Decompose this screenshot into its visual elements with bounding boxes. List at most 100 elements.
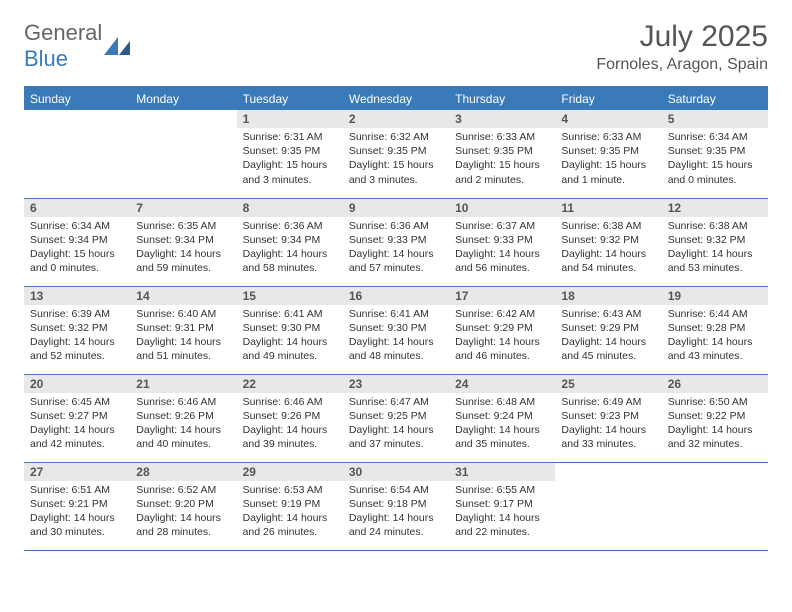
day-details: Sunrise: 6:53 AMSunset: 9:19 PMDaylight:… — [237, 481, 343, 544]
sunrise-value: 6:41 AM — [390, 308, 429, 320]
sunrise-label: Sunrise: — [561, 220, 600, 232]
sunrise-value: 6:33 AM — [497, 131, 536, 143]
day-details: Sunrise: 6:51 AMSunset: 9:21 PMDaylight:… — [24, 481, 130, 544]
daylight-label: Daylight: — [30, 336, 71, 348]
day-cell: 8Sunrise: 6:36 AMSunset: 9:34 PMDaylight… — [237, 198, 343, 286]
sunset-label: Sunset: — [668, 145, 704, 157]
day-cell: 16Sunrise: 6:41 AMSunset: 9:30 PMDayligh… — [343, 286, 449, 374]
sunset-value: 9:35 PM — [600, 145, 639, 157]
day-number: 15 — [237, 287, 343, 305]
day-cell: 12Sunrise: 6:38 AMSunset: 9:32 PMDayligh… — [662, 198, 768, 286]
day-details: Sunrise: 6:50 AMSunset: 9:22 PMDaylight:… — [662, 393, 768, 456]
daylight-label: Daylight: — [561, 424, 602, 436]
sunrise-value: 6:42 AM — [497, 308, 536, 320]
day-cell: 15Sunrise: 6:41 AMSunset: 9:30 PMDayligh… — [237, 286, 343, 374]
day-number: 21 — [130, 375, 236, 393]
day-details: Sunrise: 6:55 AMSunset: 9:17 PMDaylight:… — [449, 481, 555, 544]
daylight-label: Daylight: — [349, 159, 390, 171]
sunrise-value: 6:36 AM — [390, 220, 429, 232]
sunset-value: 9:33 PM — [494, 234, 533, 246]
sunset-label: Sunset: — [668, 410, 704, 422]
sunset-value: 9:34 PM — [281, 234, 320, 246]
sunset-value: 9:34 PM — [69, 234, 108, 246]
day-cell: 11Sunrise: 6:38 AMSunset: 9:32 PMDayligh… — [555, 198, 661, 286]
sunrise-label: Sunrise: — [455, 131, 494, 143]
day-cell: 18Sunrise: 6:43 AMSunset: 9:29 PMDayligh… — [555, 286, 661, 374]
daylight-label: Daylight: — [455, 424, 496, 436]
sunrise-value: 6:49 AM — [603, 396, 642, 408]
sunrise-label: Sunrise: — [30, 220, 69, 232]
day-details: Sunrise: 6:48 AMSunset: 9:24 PMDaylight:… — [449, 393, 555, 456]
sunset-value: 9:30 PM — [281, 322, 320, 334]
sunrise-value: 6:36 AM — [284, 220, 323, 232]
sunset-label: Sunset: — [30, 410, 66, 422]
sunrise-value: 6:34 AM — [71, 220, 110, 232]
sunrise-value: 6:35 AM — [178, 220, 217, 232]
sunset-value: 9:29 PM — [494, 322, 533, 334]
day-details: Sunrise: 6:36 AMSunset: 9:34 PMDaylight:… — [237, 217, 343, 280]
day-cell: 1Sunrise: 6:31 AMSunset: 9:35 PMDaylight… — [237, 110, 343, 198]
header: General Blue July 2025 Fornoles, Aragon,… — [24, 20, 768, 74]
day-number: 14 — [130, 287, 236, 305]
sunset-label: Sunset: — [455, 498, 491, 510]
sunset-label: Sunset: — [455, 145, 491, 157]
sunrise-label: Sunrise: — [243, 131, 282, 143]
day-details: Sunrise: 6:41 AMSunset: 9:30 PMDaylight:… — [343, 305, 449, 368]
sunset-value: 9:28 PM — [706, 322, 745, 334]
day-details: Sunrise: 6:31 AMSunset: 9:35 PMDaylight:… — [237, 128, 343, 191]
daylight-label: Daylight: — [349, 248, 390, 260]
day-cell: 30Sunrise: 6:54 AMSunset: 9:18 PMDayligh… — [343, 462, 449, 550]
day-details: Sunrise: 6:34 AMSunset: 9:35 PMDaylight:… — [662, 128, 768, 191]
sunrise-value: 6:45 AM — [71, 396, 110, 408]
sunrise-value: 6:38 AM — [709, 220, 748, 232]
location-text: Fornoles, Aragon, Spain — [596, 56, 768, 74]
sunset-label: Sunset: — [455, 234, 491, 246]
sunset-value: 9:35 PM — [387, 145, 426, 157]
day-number: 5 — [662, 110, 768, 128]
sunset-value: 9:23 PM — [600, 410, 639, 422]
day-details: Sunrise: 6:46 AMSunset: 9:26 PMDaylight:… — [237, 393, 343, 456]
sunrise-value: 6:52 AM — [178, 484, 217, 496]
sunrise-label: Sunrise: — [561, 308, 600, 320]
daylight-label: Daylight: — [561, 336, 602, 348]
sunrise-value: 6:41 AM — [284, 308, 323, 320]
day-number: 11 — [555, 199, 661, 217]
day-number: 31 — [449, 463, 555, 481]
sunset-label: Sunset: — [561, 145, 597, 157]
day-number: 10 — [449, 199, 555, 217]
day-cell: 29Sunrise: 6:53 AMSunset: 9:19 PMDayligh… — [237, 462, 343, 550]
day-number: 4 — [555, 110, 661, 128]
day-cell: 2Sunrise: 6:32 AMSunset: 9:35 PMDaylight… — [343, 110, 449, 198]
sunset-value: 9:18 PM — [387, 498, 426, 510]
sunset-value: 9:33 PM — [387, 234, 426, 246]
day-cell: 17Sunrise: 6:42 AMSunset: 9:29 PMDayligh… — [449, 286, 555, 374]
sunset-value: 9:25 PM — [387, 410, 426, 422]
sunrise-value: 6:46 AM — [284, 396, 323, 408]
sunrise-value: 6:55 AM — [497, 484, 536, 496]
day-details: Sunrise: 6:46 AMSunset: 9:26 PMDaylight:… — [130, 393, 236, 456]
day-details: Sunrise: 6:34 AMSunset: 9:34 PMDaylight:… — [24, 217, 130, 280]
sunset-label: Sunset: — [136, 234, 172, 246]
sunset-value: 9:32 PM — [600, 234, 639, 246]
day-cell: 10Sunrise: 6:37 AMSunset: 9:33 PMDayligh… — [449, 198, 555, 286]
logo-text-general: General — [24, 20, 102, 45]
day-number: 29 — [237, 463, 343, 481]
empty-cell — [130, 110, 236, 198]
sunset-value: 9:19 PM — [281, 498, 320, 510]
calendar-row: 6Sunrise: 6:34 AMSunset: 9:34 PMDaylight… — [24, 198, 768, 286]
daylight-label: Daylight: — [243, 159, 284, 171]
sunrise-value: 6:33 AM — [603, 131, 642, 143]
day-cell: 19Sunrise: 6:44 AMSunset: 9:28 PMDayligh… — [662, 286, 768, 374]
day-number: 8 — [237, 199, 343, 217]
daylight-label: Daylight: — [30, 424, 71, 436]
day-header-friday: Friday — [555, 87, 661, 110]
day-details: Sunrise: 6:54 AMSunset: 9:18 PMDaylight:… — [343, 481, 449, 544]
day-details: Sunrise: 6:40 AMSunset: 9:31 PMDaylight:… — [130, 305, 236, 368]
sunset-label: Sunset: — [30, 234, 66, 246]
day-number: 9 — [343, 199, 449, 217]
sunset-label: Sunset: — [349, 145, 385, 157]
day-number: 30 — [343, 463, 449, 481]
day-cell: 3Sunrise: 6:33 AMSunset: 9:35 PMDaylight… — [449, 110, 555, 198]
sunrise-label: Sunrise: — [243, 220, 282, 232]
day-number: 26 — [662, 375, 768, 393]
